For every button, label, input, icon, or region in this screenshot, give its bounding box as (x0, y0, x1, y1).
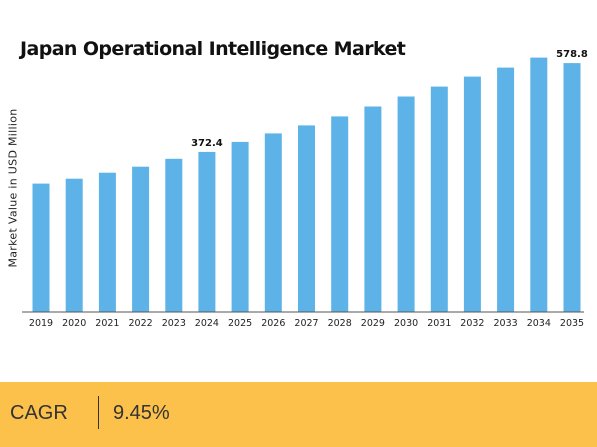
x-tick-label-2033: 2033 (494, 318, 518, 329)
x-tick-label-2027: 2027 (294, 318, 318, 329)
bar-2028 (331, 116, 349, 313)
bar-2025 (231, 141, 249, 312)
data-label-2035: 578.8 (556, 49, 588, 60)
bar-2026 (264, 133, 282, 312)
y-axis-label: Market Value in USD Million (6, 108, 20, 268)
cagr-label: CAGR (10, 402, 68, 424)
bar-2032 (463, 76, 481, 312)
bar-2033 (497, 67, 515, 312)
x-tick-label-2030: 2030 (394, 318, 418, 329)
x-tick-label-2032: 2032 (460, 318, 484, 329)
x-tick-label-2025: 2025 (228, 318, 252, 329)
bar-2031 (430, 86, 448, 312)
x-tick-label-2026: 2026 (261, 318, 285, 329)
data-label-2024: 372.4 (191, 138, 223, 149)
bar-2027 (298, 125, 315, 313)
bar-2019 (32, 183, 50, 312)
x-tick-label-2034: 2034 (527, 318, 551, 329)
x-tick-label-2024: 2024 (195, 318, 219, 329)
bar-2020 (65, 178, 83, 312)
bar-2035 (563, 63, 581, 312)
x-tick-label-2028: 2028 (328, 318, 352, 329)
x-tick-label-2035: 2035 (560, 318, 584, 329)
x-tick-label-2019: 2019 (29, 318, 53, 329)
x-tick-label-2029: 2029 (361, 318, 385, 329)
x-tick-label-2021: 2021 (95, 318, 119, 329)
bar-chart: 372.4 578.8 2019 2020 2021 2022 2023 2024 2025 2… (22, 49, 588, 329)
bar-2023 (165, 158, 183, 312)
chart-card: 372.4 578.8 2019 2020 2021 2022 2023 2024 2025 2… (6, 38, 588, 329)
cagr-value: 9.45% (113, 402, 170, 424)
chart-title: Japan Operational Intelligence Market (20, 38, 406, 60)
bar-2029 (364, 106, 382, 312)
x-tick-label-2031: 2031 (427, 318, 451, 329)
bar-2022 (132, 166, 150, 312)
bar-2030 (397, 96, 415, 312)
x-tick-label-2022: 2022 (129, 318, 153, 329)
x-tick-label-2020: 2020 (62, 318, 86, 329)
bar-2021 (98, 172, 116, 312)
bar-2024 (198, 151, 216, 312)
cagr-bar: CAGR 9.45% (0, 382, 597, 447)
x-tick-label-2023: 2023 (162, 318, 186, 329)
bar-2034 (530, 57, 548, 312)
cagr-divider (98, 396, 99, 429)
